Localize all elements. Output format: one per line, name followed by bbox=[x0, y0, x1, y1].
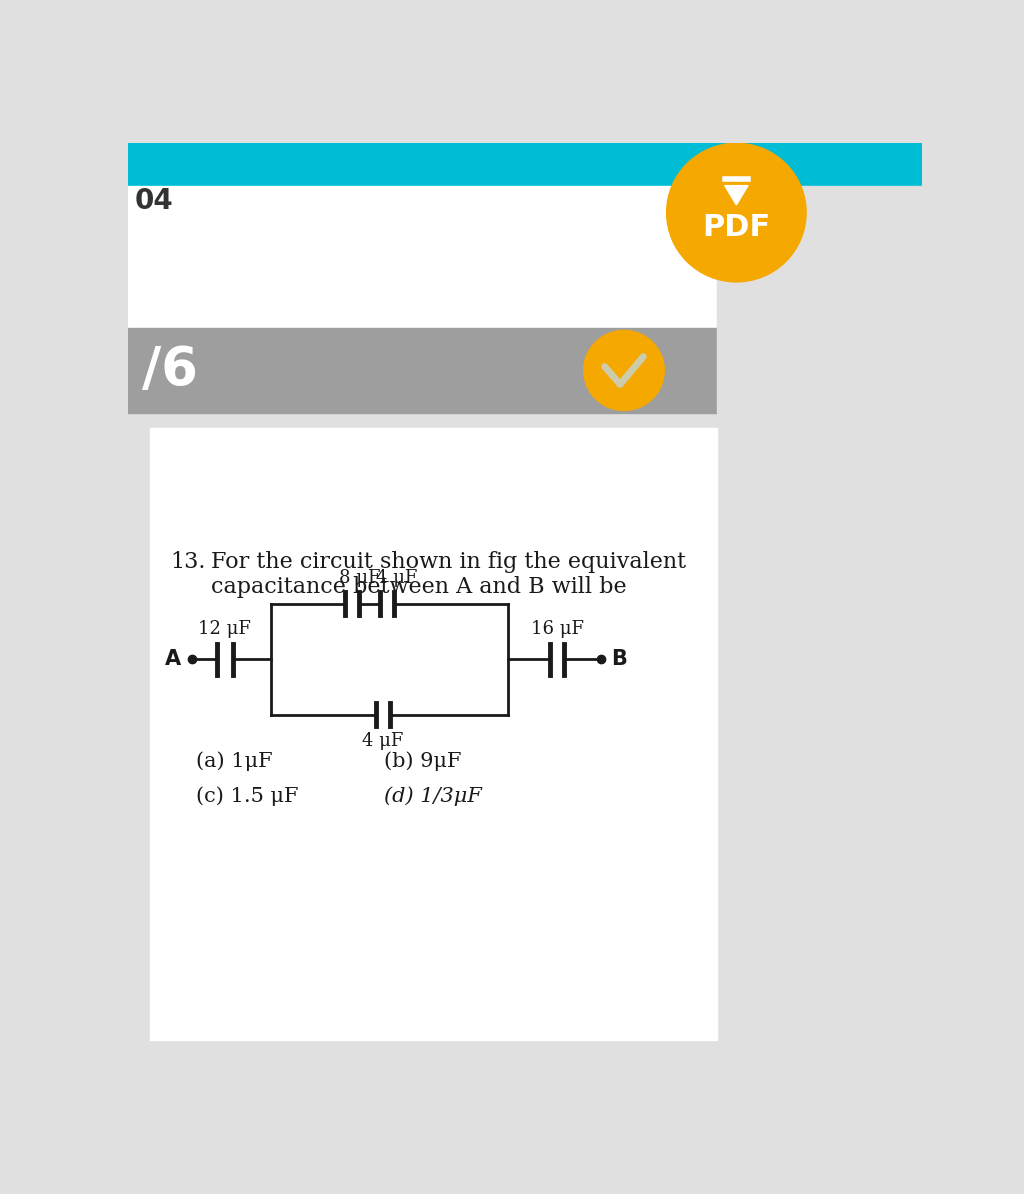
Bar bbox=[717, 328, 922, 413]
Polygon shape bbox=[725, 185, 748, 205]
Text: A: A bbox=[165, 650, 180, 669]
Text: (b) 9μF: (b) 9μF bbox=[384, 751, 461, 771]
Text: For the circuit shown in fig the equivalent: For the circuit shown in fig the equival… bbox=[211, 552, 686, 573]
Text: capacitance between A and B will be: capacitance between A and B will be bbox=[211, 576, 627, 598]
Text: B: B bbox=[611, 650, 628, 669]
Text: 12 μF: 12 μF bbox=[199, 620, 251, 638]
Text: 13.: 13. bbox=[171, 552, 206, 573]
Text: /6: /6 bbox=[142, 344, 198, 396]
Circle shape bbox=[584, 331, 665, 411]
Bar bbox=[150, 429, 717, 1040]
Circle shape bbox=[667, 143, 806, 282]
Text: 4 μF: 4 μF bbox=[376, 568, 418, 586]
Text: (a) 1μF: (a) 1μF bbox=[197, 751, 272, 771]
Bar bbox=[717, 185, 922, 328]
Bar bbox=[128, 143, 922, 185]
Text: 8 μF: 8 μF bbox=[339, 568, 380, 586]
Text: 4 μF: 4 μF bbox=[362, 732, 403, 750]
Bar bbox=[128, 328, 717, 413]
Text: (c) 1.5 μF: (c) 1.5 μF bbox=[197, 786, 299, 806]
Text: (d) 1/3μF: (d) 1/3μF bbox=[384, 786, 481, 806]
Bar bbox=[128, 185, 717, 328]
Text: PDF: PDF bbox=[702, 214, 770, 242]
Text: 16 μF: 16 μF bbox=[530, 620, 584, 638]
Text: 04: 04 bbox=[134, 187, 173, 215]
